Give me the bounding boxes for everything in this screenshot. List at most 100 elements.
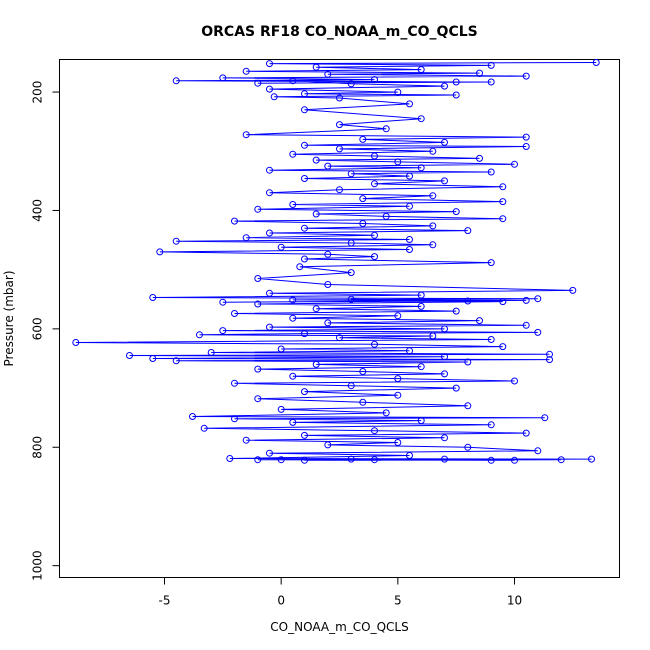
data-point	[371, 340, 378, 348]
data-point	[359, 195, 367, 203]
data-point	[301, 388, 308, 396]
data-point	[441, 370, 448, 378]
data-point	[441, 177, 448, 185]
data-point	[301, 175, 308, 182]
data-point	[347, 239, 355, 247]
data-point	[336, 121, 343, 129]
data-point	[522, 429, 530, 437]
data-point	[324, 70, 332, 78]
data-point	[347, 170, 355, 178]
plot-frame	[59, 59, 620, 578]
data-point	[336, 334, 343, 342]
data-point	[301, 90, 308, 98]
data-point	[336, 145, 343, 153]
data-point	[476, 69, 483, 77]
x-axis: -5 0 5 10	[159, 577, 522, 608]
data-point	[277, 345, 285, 353]
data-point	[200, 424, 208, 432]
data-point	[417, 291, 425, 299]
data-point	[382, 125, 390, 133]
data-point	[266, 323, 273, 331]
data-point	[452, 78, 460, 86]
data-point	[359, 135, 367, 143]
data-point	[359, 220, 367, 227]
data-point	[266, 289, 273, 297]
data-point	[347, 269, 355, 277]
data-point	[487, 421, 495, 429]
data-point	[266, 60, 273, 68]
data-point	[487, 259, 495, 267]
data-point	[189, 413, 196, 420]
data-point	[72, 339, 80, 346]
y-tick-label: 200	[31, 81, 45, 104]
data-point	[324, 162, 332, 170]
data-point	[429, 147, 437, 155]
chart-title: ORCAS RF18 CO_NOAA_m_CO_QCLS	[201, 24, 477, 40]
data-point	[289, 77, 297, 85]
data-point	[270, 93, 278, 101]
data-point	[301, 106, 308, 114]
data-point	[417, 164, 425, 172]
data-point	[266, 189, 273, 197]
data-point	[219, 74, 227, 82]
data-point	[172, 357, 180, 365]
data-point	[242, 131, 250, 139]
data-point	[289, 150, 297, 158]
data-point	[226, 455, 234, 462]
data-point	[394, 439, 402, 446]
data-point	[394, 158, 402, 166]
data-point	[359, 368, 367, 375]
data-point	[296, 263, 304, 271]
data-point	[476, 317, 483, 325]
data-point	[441, 82, 448, 90]
data-point	[394, 391, 402, 399]
data-point	[464, 227, 472, 235]
data-point	[126, 352, 133, 359]
data-point	[592, 59, 600, 66]
data-point	[371, 180, 378, 188]
data-point	[429, 241, 437, 249]
x-tick-label: -5	[159, 594, 171, 608]
data-point	[441, 434, 448, 442]
data-point	[441, 455, 448, 463]
data-point	[312, 63, 320, 71]
data-point	[406, 236, 413, 243]
data-point	[511, 377, 518, 385]
data-point	[231, 379, 238, 387]
data-point	[301, 255, 308, 263]
data-point	[464, 358, 472, 366]
data-point	[557, 456, 565, 464]
data-point	[499, 298, 507, 306]
data-point	[277, 456, 285, 464]
data-point	[406, 347, 413, 355]
data-point	[254, 205, 262, 213]
data-point	[522, 321, 530, 329]
y-tick-label: 800	[31, 436, 45, 459]
data-point	[534, 447, 542, 455]
data-point	[231, 217, 238, 225]
y-tick-label: 600	[31, 317, 45, 340]
data-point	[417, 66, 425, 74]
data-point	[499, 183, 507, 191]
data-point	[394, 375, 402, 383]
data-point	[312, 305, 320, 313]
data-point	[487, 336, 495, 343]
data-point	[371, 427, 378, 435]
data-point	[406, 100, 413, 108]
data-point	[452, 384, 460, 392]
data-point	[242, 436, 250, 444]
data-point	[511, 160, 518, 168]
data-point	[156, 248, 164, 256]
data-point	[207, 349, 215, 356]
data-point	[149, 294, 157, 301]
data-point	[452, 307, 460, 315]
data-point	[429, 332, 437, 340]
data-point	[546, 356, 553, 364]
data-point	[312, 210, 320, 218]
data-point	[371, 76, 378, 84]
data-point	[487, 456, 495, 464]
data-point	[406, 246, 413, 253]
data-point	[324, 250, 332, 258]
x-axis-label: CO_NOAA_m_CO_QCLS	[270, 620, 408, 634]
data-point	[499, 343, 507, 351]
